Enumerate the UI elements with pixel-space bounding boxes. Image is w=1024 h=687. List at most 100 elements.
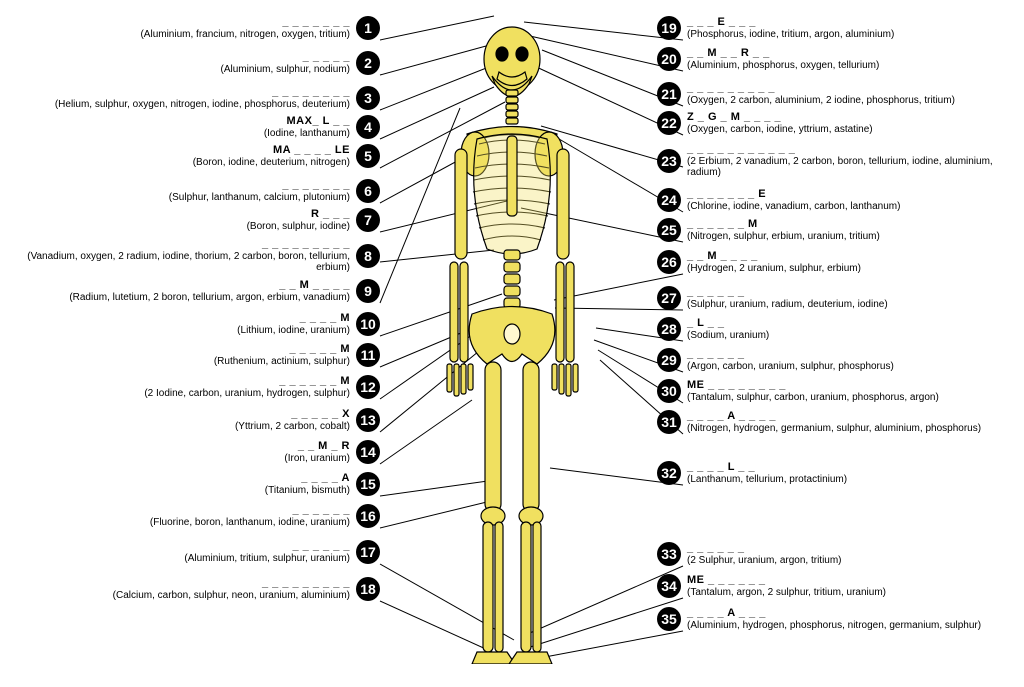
answer-hint: _ _ _ _ _ _: [687, 348, 894, 361]
answer-hint: _ _ _ E _ _ _: [687, 16, 894, 29]
answer-hint: _ _ _ _ A _ _ _: [687, 607, 981, 620]
element-hint: (Boron, sulphur, iodine): [247, 221, 350, 233]
element-hint: (Nitrogen, hydrogen, germanium, sulphur,…: [687, 423, 981, 435]
element-hint: (Ruthenium, actinium, sulphur): [214, 356, 350, 368]
label-left-14: _ _ M _ R(Iron, uranium)14: [10, 440, 380, 464]
label-left-7: R _ _ _(Boron, sulphur, iodine)7: [10, 208, 380, 232]
answer-hint: _ _ _ _ _ _: [184, 540, 350, 553]
number-circle: 18: [356, 577, 380, 601]
number-circle: 13: [356, 408, 380, 432]
number-circle: 9: [356, 279, 380, 303]
element-hint: (Aluminium, phosphorus, oxygen, telluriu…: [687, 60, 879, 72]
element-hint: (Sodium, uranium): [687, 330, 769, 342]
number-circle: 5: [356, 144, 380, 168]
answer-hint: MA _ _ _ _ LE: [193, 144, 350, 157]
answer-hint: _ _ _ _ _ _ _ _: [55, 86, 350, 99]
answer-hint: _ _ _ _ A _ _ _ _: [687, 410, 981, 423]
label-left-15: _ _ _ _ A(Titanium, bismuth) 15: [10, 472, 380, 496]
element-hint: (Aluminium, hydrogen, phosphorus, nitrog…: [687, 620, 981, 632]
answer-hint: _ _ _ _ M: [237, 312, 350, 325]
element-hint: (Titanium, bismuth): [265, 485, 350, 497]
number-circle: 17: [356, 540, 380, 564]
label-right-35: _ _ _ _ A _ _ _(Aluminium, hydrogen, pho…: [657, 607, 1017, 631]
skeleton-diagram: [407, 24, 617, 664]
element-hint: (2 Iodine, carbon, uranium, hydrogen, su…: [144, 388, 350, 400]
number-circle: 28: [657, 317, 681, 341]
element-hint: (Aluminium, francium, nitrogen, oxygen, …: [140, 29, 350, 41]
label-left-12: _ _ _ _ _ _ M(2 Iodine, carbon, uranium,…: [10, 375, 380, 399]
label-left-5: MA _ _ _ _ LE(Boron, iodine, deuterium, …: [10, 144, 380, 168]
answer-hint: _ _ _ _ _ _: [687, 542, 842, 555]
number-circle: 26: [657, 250, 681, 274]
label-left-13: _ _ _ _ _ X(Yttrium, 2 carbon, cobalt)13: [10, 408, 380, 432]
label-right-28: _ L _ _(Sodium, uranium) 28: [657, 317, 1017, 341]
answer-hint: _ _ _ _ _ _ M: [687, 218, 880, 231]
label-right-21: _ _ _ _ _ _ _ _ _(Oxygen, 2 carbon, alum…: [657, 82, 1017, 106]
number-circle: 30: [657, 379, 681, 403]
number-circle: 33: [657, 542, 681, 566]
answer-hint: _ _ _ _ _ _ _ _ _ _ _: [687, 143, 1017, 156]
element-hint: (Phosphorus, iodine, tritium, argon, alu…: [687, 29, 894, 41]
element-hint: (Sulphur, uranium, radium, deuterium, io…: [687, 299, 888, 311]
label-right-20: _ _ M _ _ R _ _(Aluminium, phosphorus, o…: [657, 47, 1017, 71]
element-hint: (2 Sulphur, uranium, argon, tritium): [687, 555, 842, 567]
number-circle: 29: [657, 348, 681, 372]
answer-hint: _ _ _ _ _ _ _ _ _: [10, 238, 350, 251]
answer-hint: _ _ _ _ A: [265, 472, 350, 485]
label-right-19: _ _ _ E _ _ _(Phosphorus, iodine, tritiu…: [657, 16, 1017, 40]
answer-hint: _ _ _ _ _ _ _ _ _: [687, 82, 955, 95]
answer-hint: _ _ _ _ _ _ _: [169, 179, 350, 192]
element-hint: (Lanthanum, tellurium, protactinium): [687, 474, 847, 486]
element-hint: (Hydrogen, 2 uranium, sulphur, erbium): [687, 263, 861, 275]
answer-hint: _ _ M _ _ _ _: [687, 250, 861, 263]
label-left-8: _ _ _ _ _ _ _ _ _(Vanadium, oxygen, 2 ra…: [10, 238, 380, 274]
answer-hint: _ _ M _ R: [284, 440, 350, 453]
element-hint: (Tantalum, argon, 2 sulphur, tritium, ur…: [687, 587, 886, 599]
element-hint: (Nitrogen, sulphur, erbium, uranium, tri…: [687, 231, 880, 243]
label-right-33: _ _ _ _ _ _(2 Sulphur, uranium, argon, t…: [657, 542, 1017, 566]
number-circle: 24: [657, 188, 681, 212]
answer-hint: ME _ _ _ _ _ _: [687, 574, 886, 587]
label-right-25: _ _ _ _ _ _ M(Nitrogen, sulphur, erbium,…: [657, 218, 1017, 242]
element-hint: (Aluminium, tritium, sulphur, uranium): [184, 553, 350, 565]
label-right-34: ME _ _ _ _ _ _(Tantalum, argon, 2 sulphu…: [657, 574, 1017, 598]
number-circle: 3: [356, 86, 380, 110]
label-right-31: _ _ _ _ A _ _ _ _(Nitrogen, hydrogen, ge…: [657, 410, 1017, 434]
answer-hint: _ _ _ _ _ _ M: [144, 375, 350, 388]
answer-hint: ME _ _ _ _ _ _ _ _: [687, 379, 939, 392]
answer-hint: _ _ _ _ _ _: [687, 286, 888, 299]
element-hint: (Boron, iodine, deuterium, nitrogen): [193, 157, 350, 169]
number-circle: 22: [657, 111, 681, 135]
number-circle: 15: [356, 472, 380, 496]
label-right-29: _ _ _ _ _ _(Argon, carbon, uranium, sulp…: [657, 348, 1017, 372]
answer-hint: _ L _ _: [687, 317, 769, 330]
element-hint: (Iron, uranium): [284, 453, 350, 465]
answer-hint: _ _ _ _ _ _ _: [140, 16, 350, 29]
number-circle: 2: [356, 51, 380, 75]
element-hint: (Chlorine, iodine, vanadium, carbon, lan…: [687, 201, 900, 213]
number-circle: 27: [657, 286, 681, 310]
number-circle: 25: [657, 218, 681, 242]
label-left-1: _ _ _ _ _ _ _(Aluminium, francium, nitro…: [10, 16, 380, 40]
element-hint: (Radium, lutetium, 2 boron, tellurium, a…: [69, 292, 350, 304]
answer-hint: Z _ G _ M _ _ _ _: [687, 111, 873, 124]
number-circle: 21: [657, 82, 681, 106]
label-left-6: _ _ _ _ _ _ _(Sulphur, lanthanum, calciu…: [10, 179, 380, 203]
answer-hint: _ _ _ _ _ _ _ _ _: [113, 577, 350, 590]
answer-hint: MAX_ L _ _: [264, 115, 350, 128]
element-hint: (Helium, sulphur, oxygen, nitrogen, iodi…: [55, 99, 350, 111]
answer-hint: _ _ _ _ _ _: [150, 504, 350, 517]
number-circle: 35: [657, 607, 681, 631]
number-circle: 11: [356, 343, 380, 367]
answer-hint: _ _ _ _ _: [221, 51, 351, 64]
answer-hint: _ _ _ _ _ _ _ E: [687, 188, 900, 201]
element-hint: (Iodine, lanthanum): [264, 128, 350, 140]
element-hint: (2 Erbium, 2 vanadium, 2 carbon, boron, …: [687, 156, 1017, 179]
element-hint: (Lithium, iodine, uranium): [237, 325, 350, 337]
element-hint: (Sulphur, lanthanum, calcium, plutonium): [169, 192, 350, 204]
number-circle: 32: [657, 461, 681, 485]
label-left-11: _ _ _ _ _ M(Ruthenium, actinium, sulphur…: [10, 343, 380, 367]
number-circle: 1: [356, 16, 380, 40]
number-circle: 23: [657, 149, 681, 173]
label-left-3: _ _ _ _ _ _ _ _(Helium, sulphur, oxygen,…: [10, 86, 380, 110]
